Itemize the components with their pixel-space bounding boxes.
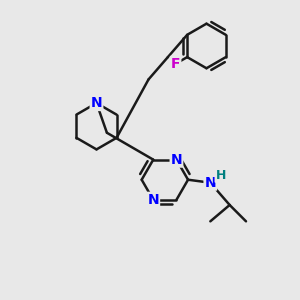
Text: N: N <box>148 193 159 207</box>
Text: F: F <box>171 57 180 71</box>
Text: H: H <box>216 169 226 182</box>
Text: N: N <box>171 153 182 166</box>
Text: N: N <box>91 96 102 110</box>
Text: N: N <box>205 176 216 190</box>
